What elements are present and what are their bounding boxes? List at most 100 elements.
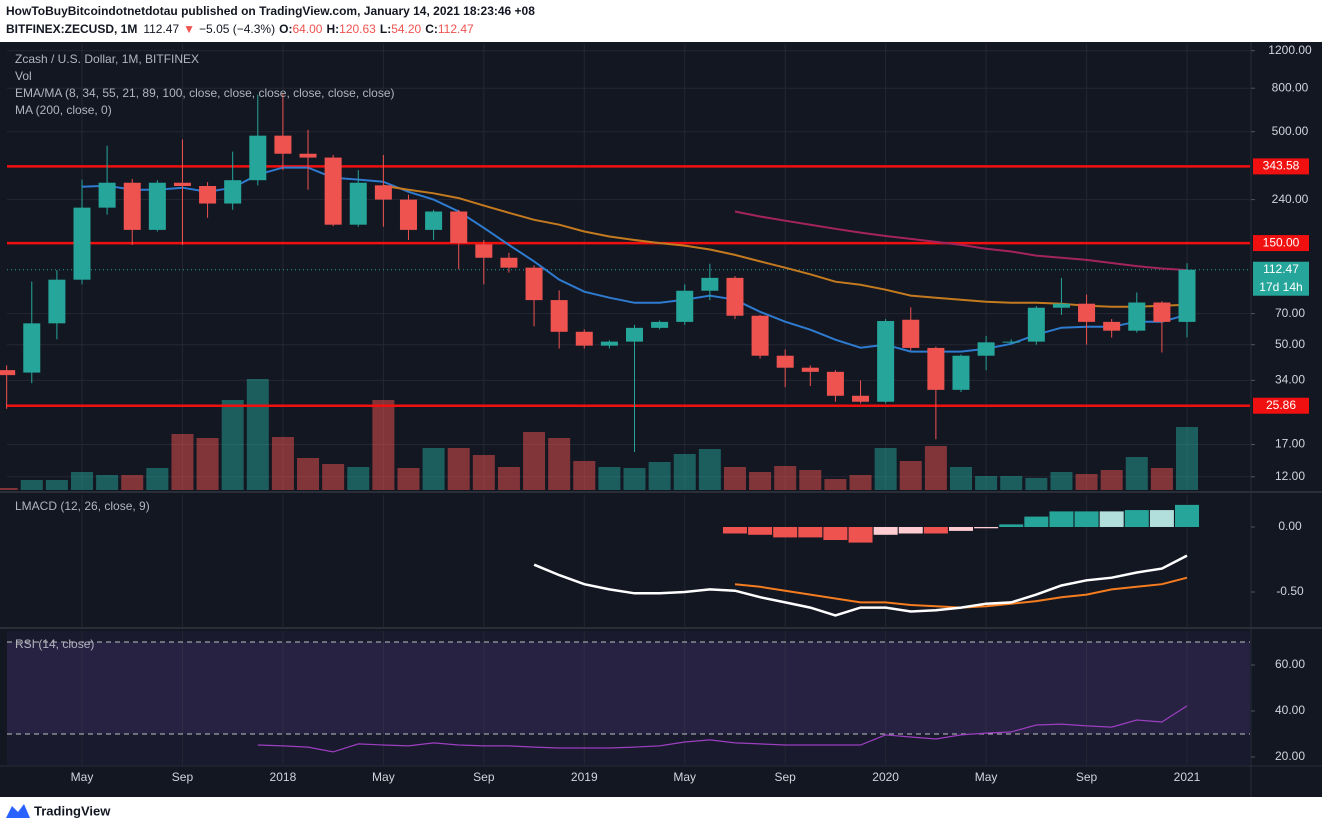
- candle-body: [525, 267, 543, 301]
- volume-bar: [1050, 472, 1073, 490]
- candle-body: [801, 367, 819, 372]
- logo-icon: [6, 804, 30, 818]
- candle-body: [399, 199, 417, 230]
- candle-body: [73, 207, 91, 280]
- x-tick-label: 2020: [872, 770, 899, 784]
- candle-body: [651, 321, 669, 328]
- candle-body: [249, 135, 267, 181]
- volume-bar: [0, 488, 18, 490]
- level-label: 343.58: [1263, 159, 1300, 173]
- candle-body: [1153, 302, 1171, 322]
- volume-bar: [196, 438, 219, 490]
- histogram-bar: [1024, 516, 1049, 527]
- x-tick-label: May: [975, 770, 998, 784]
- last-price: 112.47: [143, 22, 179, 36]
- publisher: HowToBuyBitcoindotnetdotau published on …: [6, 4, 535, 18]
- x-tick-label: May: [372, 770, 395, 784]
- pane-title: Zcash / U.S. Dollar, 1M, BITFINEX: [15, 52, 199, 66]
- ohlc-label: O:: [279, 22, 292, 36]
- candle-body: [1128, 302, 1146, 331]
- candle-body: [726, 277, 744, 316]
- level-label-box: [1253, 158, 1309, 175]
- x-tick-label: Sep: [775, 770, 797, 784]
- volume-bar: [221, 400, 244, 490]
- volume-bar: [623, 468, 646, 490]
- x-tick-label: 2018: [270, 770, 297, 784]
- histogram-bar: [1124, 510, 1149, 527]
- x-tick-label: May: [673, 770, 696, 784]
- volume-bar: [171, 434, 194, 490]
- histogram-bar: [948, 526, 973, 531]
- histogram-bar: [773, 526, 798, 538]
- candle-body: [148, 182, 166, 230]
- histogram-bar: [898, 526, 923, 534]
- candle-body: [1002, 341, 1020, 343]
- down-arrow: ▼: [183, 22, 195, 36]
- y-tick-label: 34.00: [1275, 373, 1305, 387]
- y-tick-label: -0.50: [1276, 584, 1304, 598]
- candle-body: [123, 182, 141, 230]
- volume-bar: [347, 467, 370, 490]
- candle-body: [475, 244, 493, 258]
- candle-body: [676, 290, 694, 322]
- candle-body: [450, 211, 468, 244]
- rsi-band: [7, 642, 1250, 734]
- volume-bar: [71, 472, 93, 490]
- y-tick-label: 240.00: [1272, 192, 1309, 206]
- candle-body: [1027, 307, 1045, 342]
- candle-body: [173, 182, 191, 186]
- pane-title: LMACD (12, 26, close, 9): [15, 499, 150, 513]
- level-label: 150.00: [1263, 235, 1300, 249]
- volume-bar: [1100, 470, 1123, 490]
- volume-bar: [924, 446, 947, 490]
- brand: TradingView: [34, 803, 111, 818]
- volume-bar: [849, 475, 872, 490]
- volume-bar: [45, 480, 68, 490]
- candle-body: [224, 180, 242, 204]
- candle-body: [274, 135, 292, 154]
- candle-body: [626, 327, 644, 342]
- level-label-box: [1253, 397, 1309, 414]
- histogram-bar: [873, 526, 898, 535]
- y-tick-label: 1200.00: [1268, 43, 1312, 57]
- volume-bar: [472, 455, 495, 490]
- volume-bar: [548, 438, 571, 490]
- volume-bar: [949, 467, 972, 490]
- x-tick-label: Sep: [473, 770, 495, 784]
- y-tick-label: 0.00: [1278, 519, 1302, 533]
- histogram-bar: [1149, 510, 1174, 527]
- histogram-bar: [1099, 511, 1124, 527]
- candle-body: [299, 153, 317, 158]
- candle-body: [575, 331, 593, 346]
- candle-body: [374, 185, 392, 200]
- candle-body: [425, 211, 443, 230]
- volume-bar: [598, 467, 621, 490]
- candle-body: [952, 355, 970, 390]
- ohlc-label: L:: [380, 22, 391, 36]
- countdown-label: 17d 14h: [1259, 280, 1302, 294]
- candle-body: [877, 321, 895, 402]
- volume-bar: [497, 467, 520, 490]
- candle-body: [500, 257, 518, 268]
- candle-body: [1052, 303, 1070, 308]
- histogram-bar: [1074, 511, 1099, 527]
- x-tick-label: Sep: [1076, 770, 1098, 784]
- volume-bar: [824, 479, 847, 490]
- volume-bar: [372, 400, 395, 490]
- level-label: 25.86: [1266, 398, 1296, 412]
- volume-bar: [447, 448, 470, 490]
- pane-title: RSI (14, close): [15, 637, 94, 651]
- volume-bar: [1150, 468, 1173, 490]
- volume-bar: [271, 437, 294, 490]
- volume-bar: [799, 470, 822, 490]
- histogram-bar: [722, 526, 747, 534]
- candle-body: [23, 323, 41, 373]
- volume-bar: [648, 462, 671, 490]
- candle-body: [600, 341, 618, 346]
- volume-bar: [246, 379, 269, 490]
- symbol: BITFINEX:ZECUSD, 1M: [6, 22, 137, 36]
- y-tick-label: 20.00: [1275, 749, 1305, 763]
- volume-bar: [297, 458, 320, 490]
- candle-body: [977, 342, 995, 356]
